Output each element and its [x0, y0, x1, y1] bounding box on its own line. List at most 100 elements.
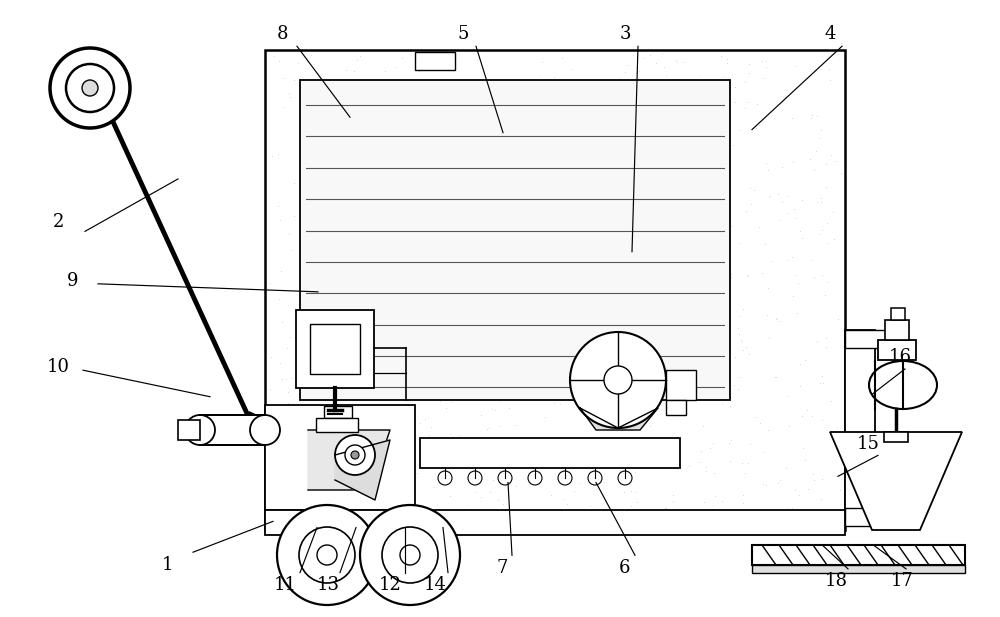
Point: [723, 221, 739, 231]
Point: [502, 227, 518, 237]
Point: [680, 269, 696, 279]
Point: [321, 199, 337, 209]
Point: [734, 458, 750, 468]
Point: [655, 360, 671, 370]
Point: [591, 468, 607, 478]
Point: [314, 514, 330, 524]
Circle shape: [360, 505, 460, 605]
Point: [567, 283, 583, 292]
Point: [790, 278, 806, 288]
Point: [635, 53, 651, 63]
Bar: [884, 432, 908, 442]
Point: [377, 516, 393, 526]
Point: [262, 278, 278, 288]
Point: [525, 82, 541, 92]
Point: [408, 231, 424, 241]
Point: [481, 423, 497, 433]
Point: [749, 99, 765, 109]
Point: [617, 147, 633, 157]
Polygon shape: [830, 432, 962, 530]
Point: [412, 359, 428, 369]
Point: [734, 337, 750, 347]
Point: [701, 306, 717, 316]
Point: [627, 139, 643, 149]
Point: [707, 492, 723, 502]
Point: [830, 49, 846, 59]
Point: [677, 340, 693, 350]
Point: [639, 149, 655, 159]
Point: [723, 272, 739, 282]
Point: [822, 75, 838, 85]
Point: [676, 110, 692, 120]
Point: [802, 154, 818, 164]
Point: [569, 374, 585, 384]
Polygon shape: [335, 440, 390, 500]
Point: [360, 164, 376, 173]
Point: [512, 371, 528, 381]
Point: [553, 191, 569, 201]
Point: [318, 357, 334, 367]
Point: [416, 230, 432, 239]
Point: [608, 440, 624, 450]
Point: [681, 350, 697, 360]
Point: [741, 59, 757, 69]
Point: [797, 455, 813, 465]
Point: [685, 246, 701, 255]
Point: [819, 277, 835, 287]
Point: [580, 155, 596, 165]
Point: [296, 105, 312, 115]
Point: [362, 294, 378, 304]
Point: [352, 51, 368, 60]
Point: [283, 245, 299, 255]
Point: [382, 263, 398, 273]
Point: [706, 352, 722, 362]
Point: [562, 221, 578, 231]
Point: [468, 466, 484, 476]
Point: [583, 120, 599, 130]
Point: [448, 514, 464, 524]
Point: [629, 391, 645, 401]
Point: [345, 224, 361, 234]
Point: [778, 463, 794, 473]
Point: [631, 65, 647, 75]
Point: [373, 371, 389, 381]
Point: [416, 247, 432, 257]
Point: [339, 351, 355, 361]
Point: [794, 195, 810, 205]
Point: [333, 424, 349, 434]
Point: [690, 268, 706, 278]
Point: [588, 333, 604, 343]
Point: [804, 110, 820, 120]
Point: [350, 295, 366, 305]
Point: [336, 333, 352, 343]
Point: [571, 78, 587, 88]
Point: [472, 264, 488, 274]
Point: [787, 485, 803, 495]
Point: [339, 339, 355, 349]
Point: [416, 155, 432, 165]
Point: [665, 491, 681, 500]
Point: [485, 316, 501, 326]
Point: [275, 463, 291, 473]
Point: [412, 418, 428, 428]
Point: [518, 326, 534, 336]
Point: [411, 313, 427, 323]
Point: [608, 185, 624, 195]
Point: [384, 161, 400, 171]
Point: [794, 233, 810, 242]
Point: [656, 433, 672, 442]
Point: [703, 355, 719, 365]
Point: [719, 57, 735, 67]
Point: [390, 413, 406, 423]
Point: [381, 490, 397, 500]
Point: [804, 255, 820, 265]
Point: [375, 263, 391, 273]
Point: [701, 360, 717, 370]
Point: [772, 474, 788, 484]
Point: [713, 52, 729, 62]
Point: [720, 253, 736, 263]
Bar: [752, 565, 965, 573]
Point: [781, 421, 797, 431]
Point: [692, 290, 708, 300]
Point: [400, 418, 416, 428]
